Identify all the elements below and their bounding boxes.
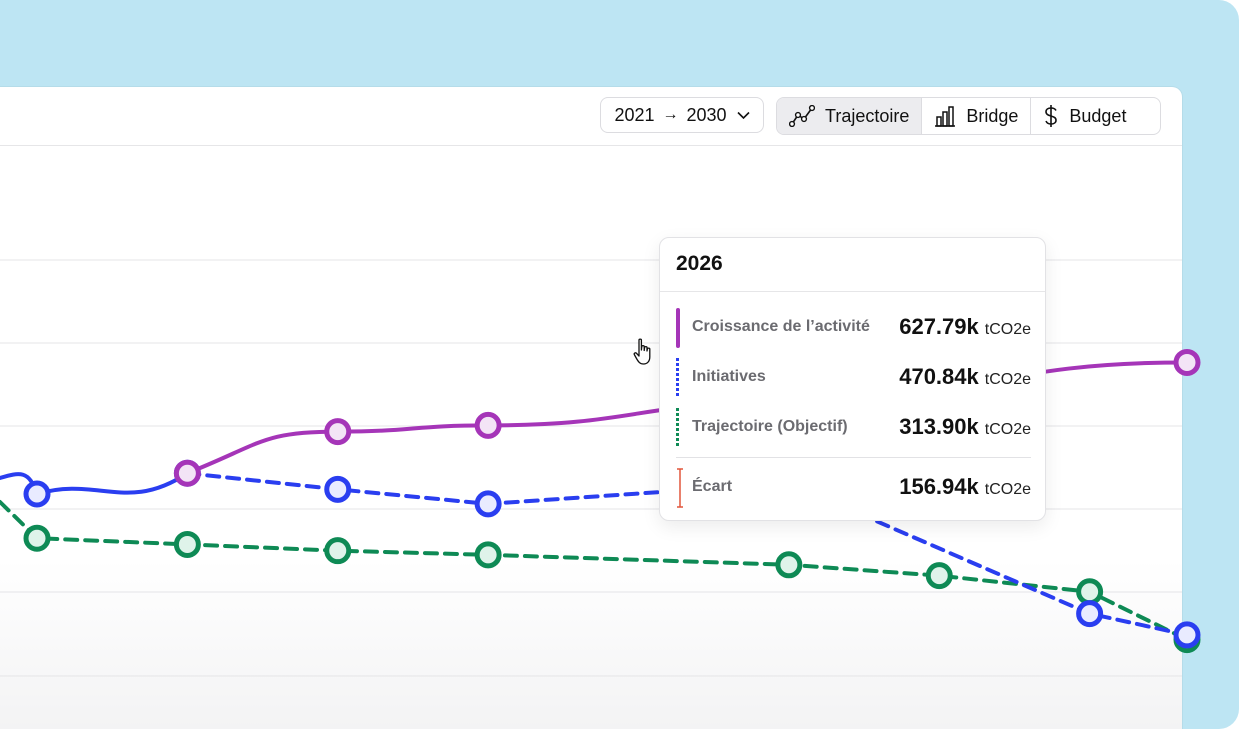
toolbar-divider <box>0 145 1182 146</box>
range-end: 2030 <box>686 104 727 125</box>
point-initiatives <box>1173 621 1201 649</box>
bar-chart-icon <box>934 105 956 127</box>
series-line-initiatives-actual <box>0 471 190 497</box>
tooltip-year: 2026 <box>676 252 723 275</box>
point-croissance <box>324 418 352 446</box>
tooltip-value-unit: tCO2e <box>984 481 1031 498</box>
tab-trajectoire-label: Trajectoire <box>825 105 910 126</box>
tooltip-value-unit: tCO2e <box>984 321 1031 338</box>
tooltip-row-label: Trajectoire (Objectif) <box>692 418 848 435</box>
date-range-dropdown[interactable]: 2021 → 2030 <box>600 97 764 133</box>
tooltip-row-ecart: Écart 156.94k tCO2e <box>676 468 1031 508</box>
range-marker-icon <box>676 468 683 508</box>
tooltip-value-number: 470.84k <box>899 364 979 389</box>
tooltip-row-value: 313.90k tCO2e <box>899 414 1031 440</box>
tooltip-row-croissance: Croissance de l’activité 627.79k tCO2e <box>676 308 1031 348</box>
tooltip-row-trajectoire: Trajectoire (Objectif) 313.90k tCO2e <box>676 408 1031 448</box>
point-croissance <box>173 459 201 487</box>
tooltip-row-label: Initiatives <box>692 368 766 385</box>
point-initiatives <box>474 490 502 518</box>
hand-cursor-icon <box>633 338 653 371</box>
point-trajectoire <box>925 562 953 590</box>
tab-bridge-label: Bridge <box>966 105 1019 126</box>
tab-bridge[interactable]: Bridge <box>922 98 1032 134</box>
tooltip-value-unit: tCO2e <box>984 371 1031 388</box>
tooltip-value-unit: tCO2e <box>984 421 1031 438</box>
chevron-down-icon <box>736 108 750 123</box>
tooltip-value-number: 156.94k <box>899 474 979 499</box>
tab-trajectoire[interactable]: Trajectoire <box>777 98 923 134</box>
tooltip-value-number: 313.90k <box>899 414 979 439</box>
tooltip-divider <box>660 291 1045 292</box>
point-trajectoire <box>173 530 201 558</box>
tooltip-row-label: Écart <box>692 478 733 495</box>
point-initiatives <box>23 480 51 508</box>
series-line-initiatives <box>185 471 1189 637</box>
point-trajectoire <box>324 537 352 565</box>
point-croissance <box>1173 348 1201 376</box>
range-start: 2021 <box>614 104 655 125</box>
point-croissance <box>474 411 502 439</box>
tooltip-divider <box>676 457 1031 458</box>
card-fade <box>0 559 1182 729</box>
point-trajectoire <box>1076 578 1104 606</box>
dollar-icon <box>1043 104 1059 128</box>
chart-tooltip: 2026 Croissance de l’activité 627.79k tC… <box>659 237 1046 521</box>
tooltip-value-number: 627.79k <box>899 314 979 339</box>
tooltip-row-value: 156.94k tCO2e <box>899 474 1031 500</box>
point-trajectoire <box>775 551 803 579</box>
line-chart-icon <box>789 105 815 127</box>
tab-budget-label: Budget <box>1069 105 1127 126</box>
tab-budget[interactable]: Budget <box>1031 98 1138 134</box>
series-dotted-marker <box>676 408 679 448</box>
view-switcher: Trajectoire Bridge Budget <box>776 97 1161 135</box>
point-initiatives <box>324 475 352 503</box>
series-dotted-marker <box>676 358 679 398</box>
tooltip-row-initiatives: Initiatives 470.84k tCO2e <box>676 358 1031 398</box>
tooltip-row-label: Croissance de l’activité <box>692 318 870 335</box>
tooltip-row-value: 627.79k tCO2e <box>899 314 1031 340</box>
arrow-right-icon: → <box>662 106 679 123</box>
point-trajectoire <box>474 541 502 569</box>
series-solid-marker <box>676 308 680 348</box>
series-line-trajectoire <box>0 500 1189 642</box>
point-initiatives <box>1076 600 1104 628</box>
tooltip-row-value: 470.84k tCO2e <box>899 364 1031 390</box>
point-trajectoire <box>23 524 51 552</box>
